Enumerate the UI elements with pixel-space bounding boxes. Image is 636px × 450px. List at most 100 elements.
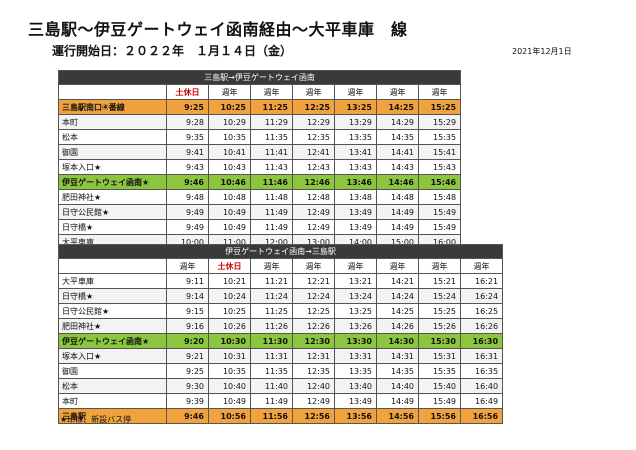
departure-time: 16:21 [459,273,504,289]
departure-time: 12:25 [292,303,335,319]
departure-time: 12:40 [292,378,335,394]
departure-time: 12:31 [292,348,335,364]
departure-time: 11:30 [250,333,293,349]
departure-time: 10:35 [208,129,251,145]
departure-time: 10:49 [208,204,251,220]
column-header: 週年 [417,84,462,100]
departure-time: 13:41 [334,144,377,160]
column-header: 週年 [208,84,251,100]
table-row: 大平車庫 9:11 10:21 11:21 12:21 13:21 14:21 15:21 16… [58,273,504,289]
table-row: 日守公民館★ 9:49 10:49 11:49 12:49 13:49 14:49 15:49 [58,204,462,220]
departure-time: 10:30 [208,333,251,349]
departure-time: 12:56 [292,408,335,424]
stop-name: 御園 [58,144,167,160]
departure-time: 14:48 [376,189,419,205]
stop-header-cell [58,258,167,274]
departure-time: 15:29 [417,114,462,130]
table-row: 松本 9:35 10:35 11:35 12:35 13:35 14:35 15:35 [58,129,462,145]
departure-time: 13:35 [334,129,377,145]
departure-time: 15:46 [417,174,462,190]
table-caption: 伊豆ゲートウェイ函南→三島駅 [57,244,504,259]
departure-time: 15:40 [418,378,461,394]
stop-name: 日守公民館★ [58,204,167,220]
table-row: 松本 9:30 10:40 11:40 12:40 13:40 14:40 15:40 16:4… [58,378,504,394]
departure-time: 12:41 [292,144,335,160]
departure-time: 10:29 [208,114,251,130]
column-header: 週年 [418,258,461,274]
table-row: 塚本入口★ 9:43 10:43 11:43 12:43 13:43 14:43 15:43 [58,159,462,175]
table-row: 伊豆ゲートウェイ函南★ 9:20 10:30 11:30 12:30 13:30 14:30… [58,333,504,349]
table-row: 御園 9:25 10:35 11:35 12:35 13:35 14:35 15:35 16:3… [58,363,504,379]
departure-time: 14:30 [376,333,419,349]
departure-time: 13:26 [334,318,377,334]
departure-time: 13:46 [334,174,377,190]
departure-time: 16:35 [459,363,504,379]
departure-time: 10:24 [208,288,251,304]
stop-name: 本町 [58,114,167,130]
departure-time: 11:35 [250,363,293,379]
departure-time: 13:30 [334,333,377,349]
departure-time: 10:35 [208,363,251,379]
departure-time: 15:31 [418,348,461,364]
departure-time: 15:56 [418,408,461,424]
departure-time: 11:26 [250,318,293,334]
departure-time: 13:24 [334,288,377,304]
departure-time: 11:24 [250,288,293,304]
departure-time: 13:49 [334,219,377,235]
departure-time: 13:29 [334,114,377,130]
service-start-date: 運行開始日：２０２２年 １月１４日（金） [52,44,293,58]
column-header: 週年 [334,84,377,100]
departure-time: 13:49 [334,393,377,409]
departure-time: 12:46 [292,174,335,190]
column-header: 週年 [376,258,419,274]
departure-time: 16:40 [459,378,504,394]
departure-time: 10:49 [208,219,251,235]
departure-time: 15:41 [417,144,462,160]
departure-time: 14:40 [376,378,419,394]
stop-name: 松本 [58,378,167,394]
stop-name: 三島駅南口④番線 [58,99,167,115]
departure-time: 11:56 [250,408,293,424]
column-header: 週年 [250,258,293,274]
departure-time: 9:46 [166,408,209,424]
departure-time: 9:28 [166,114,209,130]
departure-time: 14:49 [376,219,419,235]
stop-name: 塚本入口★ [58,348,167,364]
departure-time: 14:56 [376,408,419,424]
footnote: ★印は、新設バス停 [60,415,132,424]
stop-name: 日守橋★ [58,219,167,235]
table-caption: 三島駅→伊豆ゲートウェイ函南 [57,70,462,85]
departure-time: 13:56 [334,408,377,424]
departure-time: 13:31 [334,348,377,364]
departure-time: 10:25 [208,99,251,115]
departure-time: 11:25 [250,303,293,319]
departure-time: 9:46 [166,174,209,190]
departure-time: 14:24 [376,288,419,304]
departure-time: 12:35 [292,363,335,379]
departure-time: 9:39 [166,393,209,409]
column-header: 土休日 [166,84,209,100]
departure-time: 10:25 [208,303,251,319]
departure-time: 11:21 [250,273,293,289]
departure-time: 13:40 [334,378,377,394]
departure-time: 14:46 [376,174,419,190]
departure-time: 12:49 [292,219,335,235]
departure-time: 9:41 [166,144,209,160]
departure-time: 16:31 [459,348,504,364]
departure-time: 14:26 [376,318,419,334]
departure-time: 10:31 [208,348,251,364]
departure-time: 9:49 [166,219,209,235]
departure-time: 14:29 [376,114,419,130]
departure-time: 12:24 [292,288,335,304]
departure-time: 9:30 [166,378,209,394]
stop-name: 三島駅 [58,408,167,424]
departure-time: 14:35 [376,363,419,379]
departure-time: 14:49 [376,204,419,220]
column-header: 週年 [459,258,504,274]
departure-time: 12:29 [292,114,335,130]
departure-time: 15:49 [417,204,462,220]
departure-time: 10:56 [208,408,251,424]
column-header: 週年 [166,258,209,274]
departure-time: 14:21 [376,273,419,289]
departure-time: 12:21 [292,273,335,289]
